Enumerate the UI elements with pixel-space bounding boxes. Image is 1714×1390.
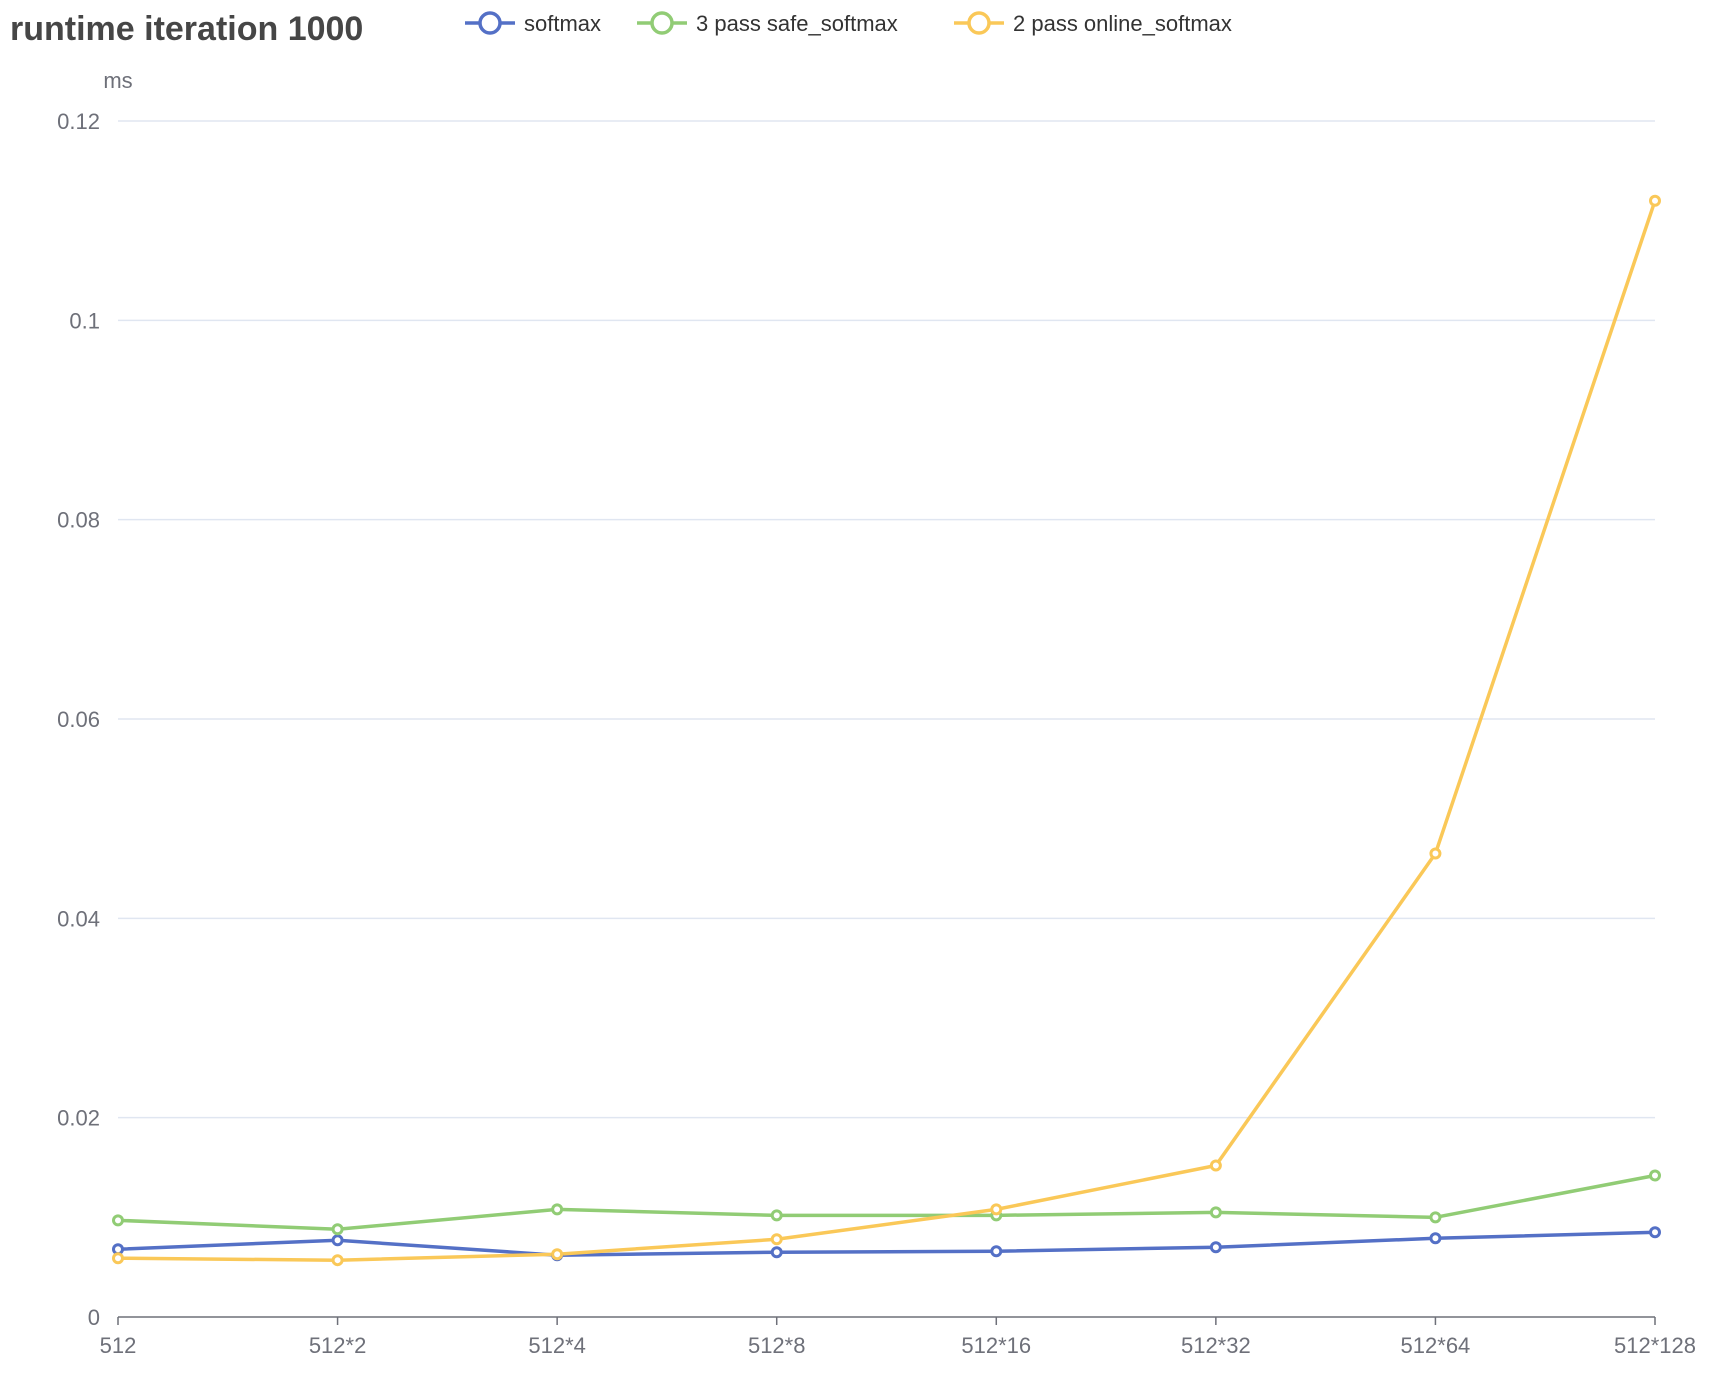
data-point[interactable] (990, 1203, 1003, 1216)
data-point[interactable] (551, 1203, 564, 1216)
y-axis-unit-label: ms (103, 68, 132, 93)
y-tick-label: 0.12 (57, 109, 100, 134)
x-tick-label: 512*16 (961, 1333, 1031, 1358)
x-tick-label: 512*32 (1181, 1333, 1251, 1358)
data-point[interactable] (1209, 1159, 1222, 1172)
series-line-2 (116, 198, 1657, 1262)
x-tick-label: 512*4 (528, 1333, 586, 1358)
y-tick-label: 0.06 (57, 707, 100, 732)
series-points (112, 194, 1661, 1267)
data-point[interactable] (331, 1254, 344, 1267)
y-tick-label: 0.1 (69, 308, 100, 333)
legend-item-1[interactable]: 3 pass safe_softmax (637, 11, 898, 36)
y-tick-label: 0.04 (57, 906, 100, 931)
series-line-0 (116, 1230, 1657, 1257)
data-point[interactable] (990, 1245, 1003, 1258)
data-point[interactable] (1649, 1226, 1661, 1239)
legend-item-2[interactable]: 2 pass online_softmax (954, 11, 1232, 36)
data-point[interactable] (1649, 1169, 1661, 1182)
legend-marker-icon (650, 11, 674, 35)
legend-label: 2 pass online_softmax (1013, 11, 1232, 36)
data-point[interactable] (112, 1252, 124, 1265)
x-tick-label: 512*8 (748, 1333, 806, 1358)
y-axis-ticks: 0 0.02 0.04 0.06 0.08 0.1 0.12 (57, 109, 100, 1330)
data-point[interactable] (331, 1234, 344, 1247)
legend-label: 3 pass safe_softmax (696, 11, 898, 36)
data-point[interactable] (112, 1214, 124, 1227)
data-point[interactable] (1429, 1211, 1442, 1224)
data-point[interactable] (770, 1246, 783, 1259)
y-tick-label: 0.08 (57, 508, 100, 533)
data-point[interactable] (1429, 847, 1442, 860)
data-point[interactable] (1209, 1206, 1222, 1219)
legend-item-0[interactable]: softmax (465, 11, 601, 36)
data-point[interactable] (770, 1233, 783, 1246)
legend-label: softmax (524, 11, 601, 36)
legend-marker-icon (967, 11, 991, 35)
grid-lines (118, 120, 1655, 1119)
data-point[interactable] (551, 1248, 564, 1261)
x-tick-label: 512 (100, 1333, 137, 1358)
y-tick-label: 0.02 (57, 1106, 100, 1131)
data-point[interactable] (770, 1209, 783, 1222)
series-lines (116, 198, 1657, 1262)
data-point[interactable] (331, 1223, 344, 1236)
y-tick-label: 0 (88, 1305, 100, 1330)
x-tick-label: 512*64 (1401, 1333, 1471, 1358)
legend: softmax 3 pass safe_softmax 2 pass online_… (465, 11, 1232, 36)
x-axis: 512 512*2 512*4 512*8 512*16 512*32 512*64 512*… (100, 1316, 1696, 1358)
x-tick-label: 512*2 (309, 1333, 367, 1358)
series-line-1 (116, 1173, 1657, 1232)
x-tick-label: 512*128 (1614, 1333, 1696, 1358)
legend-marker-icon (478, 11, 502, 35)
chart-title: runtime iteration 1000 (10, 10, 363, 48)
data-point[interactable] (1649, 194, 1661, 207)
data-point[interactable] (1209, 1241, 1222, 1254)
data-point[interactable] (1429, 1232, 1442, 1245)
